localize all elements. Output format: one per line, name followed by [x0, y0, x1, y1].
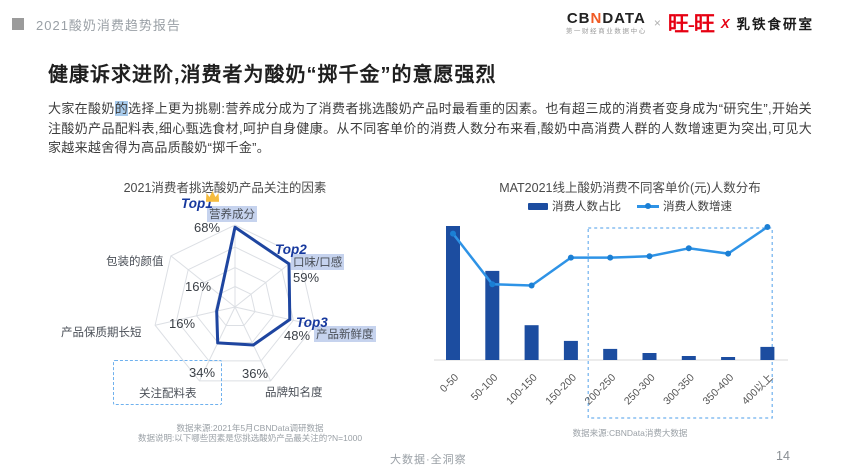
cbndata-logo-text-right: DATA — [602, 9, 646, 27]
radar-spoke-2 — [234, 306, 316, 326]
x-tick-label: 150-200 — [543, 372, 579, 408]
cbndata-logo-text-left: CB — [566, 9, 591, 27]
radar-chart — [154, 224, 316, 382]
radar-source-line2: 数据说明:以下哪些因素是您挑选酸奶产品最关注的?N=1000 — [137, 432, 363, 443]
bar-100-150 — [524, 325, 539, 360]
line-point-0-50 — [450, 230, 456, 237]
x-tick-label: 100-150 — [504, 372, 540, 408]
bar-swatch-icon — [528, 202, 548, 210]
line-point-350-400 — [725, 250, 732, 257]
x-tick-label: 300-350 — [661, 372, 697, 408]
line-point-200-250 — [607, 254, 614, 261]
wantwant-logo: 旺-旺 — [667, 12, 715, 36]
header-bullet-square — [12, 18, 24, 30]
radar-grid-ring-1 — [176, 246, 294, 362]
collab-x-mark: X — [720, 15, 730, 31]
legend-item-bar: 消费人数占比 — [528, 198, 621, 214]
body-paragraph: 大家在酸奶的选择上更为挑剔:营养成分成为了消费者挑选酸奶产品时最看重的因素。也有… — [48, 99, 812, 158]
logo-row: CBNDATA 第一财经商业数据中心 × 旺-旺 X 乳铁食研室 — [566, 8, 814, 38]
x-tick-label: 0-50 — [438, 372, 461, 395]
radar-grid-ring-3 — [214, 285, 256, 326]
line-point-100-150 — [528, 282, 535, 289]
cbndata-logo-n: N — [590, 9, 603, 27]
radar-source-note: 数据来源:2021年5月CBNData调研数据 数据说明:以下哪些因素是您挑选酸… — [105, 423, 395, 443]
x-tick-label: 400以上 — [740, 372, 776, 408]
line-point-150-200 — [567, 254, 574, 261]
lab-logo: 乳铁食研室 — [736, 17, 814, 32]
x-tick-label: 350-400 — [700, 372, 736, 408]
x-tick-label: 250-300 — [622, 372, 658, 408]
legend-item-line: 消费人数增速 — [637, 198, 732, 214]
bar-400以上 — [760, 346, 775, 360]
cbndata-logo: CBNDATA 第一财经商业数据中心 — [566, 11, 647, 36]
radar-spoke-6 — [170, 255, 236, 308]
radar-series-polygon — [215, 225, 292, 347]
cbndata-subtitle: 第一财经商业数据中心 — [565, 27, 647, 35]
line-point-50-100 — [489, 281, 496, 288]
x-tick-label: 200-250 — [583, 372, 619, 408]
combo-bar-line-chart: 0-50 50-100 100-150 150-200 200-250 250-300 30… — [434, 224, 788, 419]
bar-150-200 — [563, 340, 578, 360]
line-point-250-300 — [646, 253, 653, 260]
bar-0-50 — [446, 226, 460, 360]
radar-chart-title: 2021消费者挑选酸奶产品关注的因素 — [123, 181, 327, 195]
report-title-label: 2021酸奶消费趋势报告 — [36, 18, 181, 33]
bar-50-100 — [485, 270, 500, 360]
times-separator: × — [653, 16, 661, 30]
line-point-300-350 — [685, 245, 692, 252]
bar-350-400 — [721, 357, 736, 360]
combo-chart-title: MAT2021线上酸奶消费不同客单价(元)人数分布 — [499, 181, 761, 195]
bar-250-300 — [642, 353, 657, 360]
combo-chart-legend: 消费人数占比 消费人数增速 — [460, 198, 800, 214]
slide-headline: 健康诉求进阶,消费者为酸奶“掷千金”的意愿强烈 — [48, 64, 497, 86]
x-tick-label: 50-100 — [469, 372, 501, 404]
radar-source-line1: 数据来源:2021年5月CBNData调研数据 — [176, 423, 324, 433]
line-swatch-icon — [637, 202, 659, 210]
combo-highlight-box — [587, 227, 773, 419]
page-number: 14 — [776, 449, 790, 463]
bar-300-350 — [681, 356, 696, 360]
combo-source-note: 数据来源:CBNData消费大数据 — [572, 428, 688, 438]
line-point-400以上 — [764, 224, 771, 230]
paragraph-pre: 大家在酸奶 — [48, 101, 115, 116]
bar-200-250 — [603, 348, 618, 360]
selected-character: 的 — [114, 101, 129, 116]
legend-bar-label: 消费人数占比 — [552, 201, 621, 213]
paragraph-post: 选择上更为挑剔:营养成分成为了消费者挑选酸奶产品时最看重的因素。也有超三成的消费… — [48, 101, 812, 155]
footer-brand: 大数据·全洞察 — [390, 454, 467, 466]
legend-line-label: 消费人数增速 — [663, 201, 732, 213]
radar-spoke-5 — [154, 306, 236, 326]
